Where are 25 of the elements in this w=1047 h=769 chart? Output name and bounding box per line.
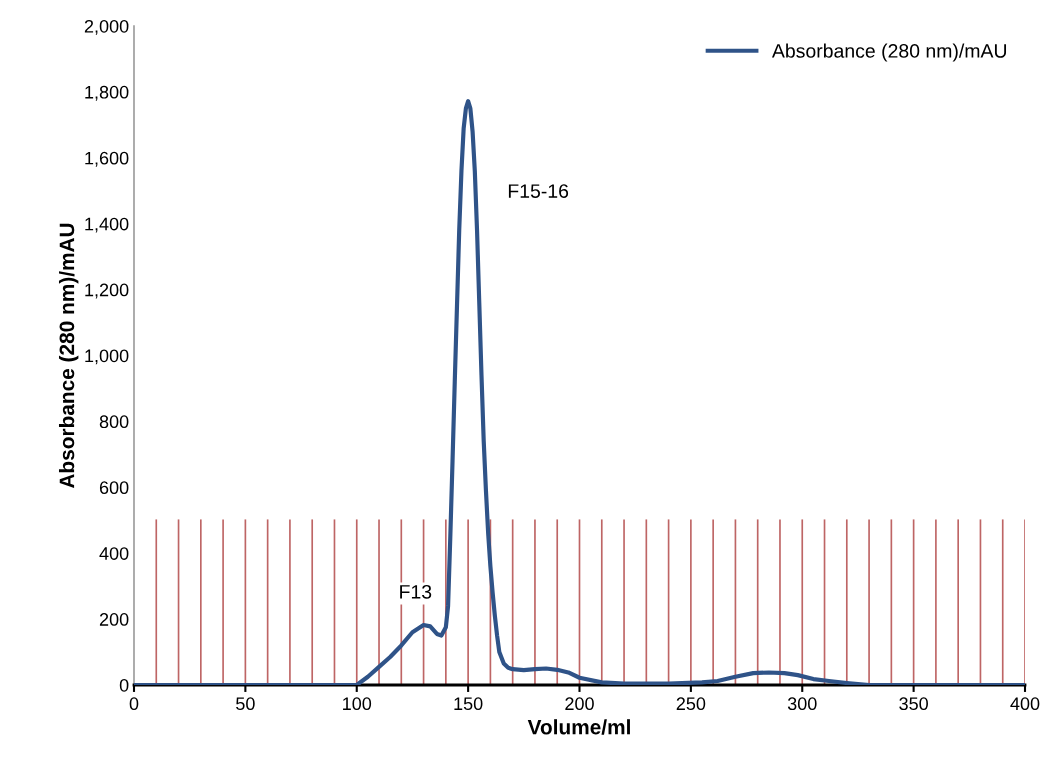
y-tick-label: 400 [99,547,129,560]
y-tick-label: 0 [119,678,129,692]
x-tick-label: 150 [454,697,483,711]
y-tick-label: 1,800 [85,85,129,101]
y-tick-label: 1,200 [85,283,129,299]
x-tick-label: 200 [565,697,594,711]
y-tick-label: 2,000 [84,19,129,35]
y-tick-label: 200 [99,613,129,626]
y-tick-label: 1,600 [85,151,129,167]
x-tick-label: 50 [236,697,255,711]
x-tick-label: 0 [129,697,139,711]
x-tick-label: 400 [1010,697,1040,711]
y-tick-label: 600 [99,481,129,495]
y-tick-label: 1,000 [85,349,129,365]
x-tick-label: 350 [899,697,928,711]
x-tick-label: 300 [787,697,817,711]
y-tick-label: 800 [99,415,129,429]
x-tick-label: 250 [676,697,706,711]
annotation: F13 [400,584,432,599]
y-tick-label: 1,400 [85,217,129,233]
annotation: F15-16 [508,184,569,198]
y-axis-title: Absorbance (280 nm)/mAU [58,223,79,489]
legend-label: Absorbance (280 nm)/mAU [771,43,1007,62]
x-axis-title: Volume/ml [527,719,630,735]
x-tick-label: 100 [343,697,372,711]
